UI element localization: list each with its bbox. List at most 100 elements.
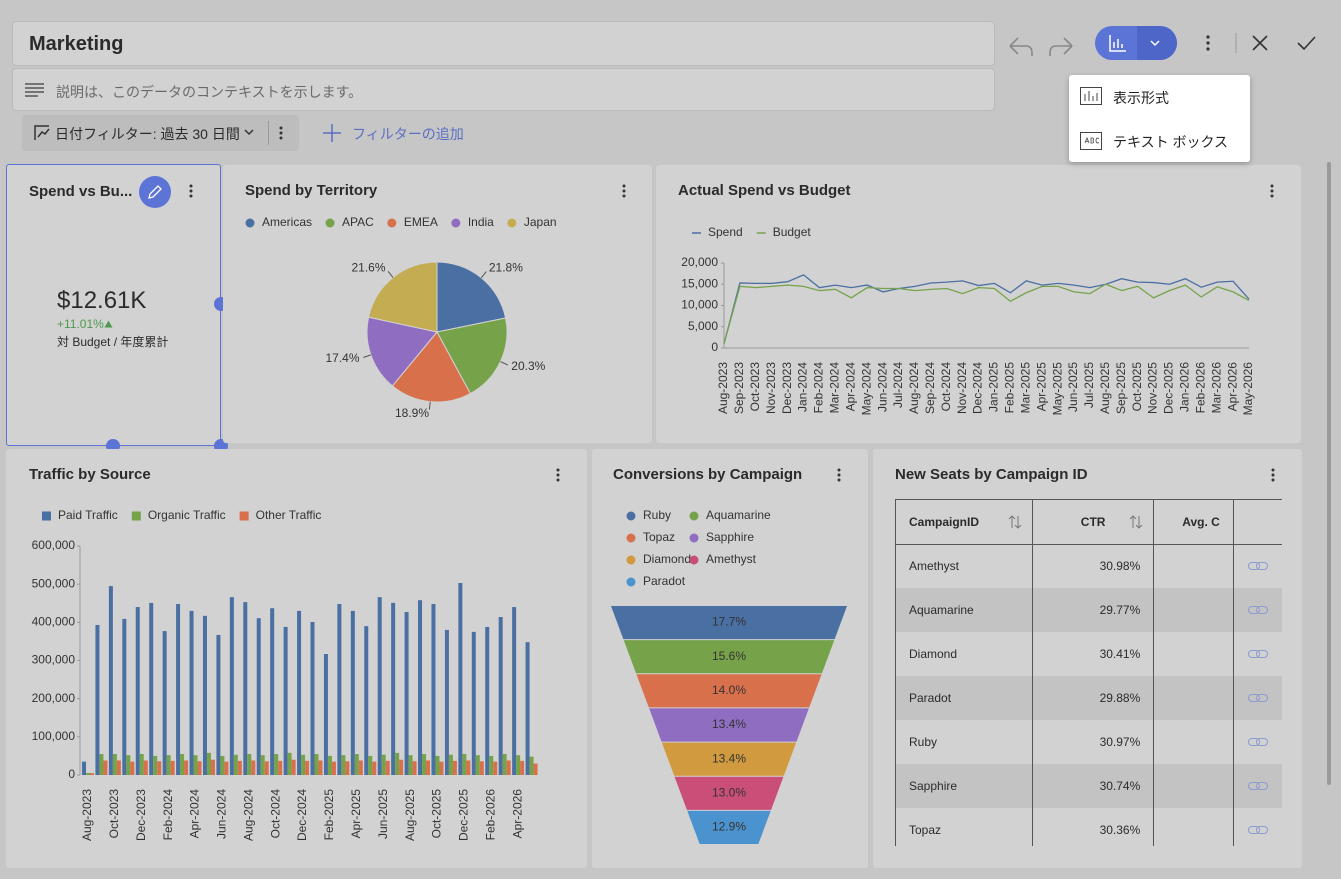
icon-dot xyxy=(556,468,560,472)
x-tick-label: Apr-2026 xyxy=(1225,362,1239,412)
scrollbar[interactable] xyxy=(1327,162,1331,785)
sort-icon[interactable] xyxy=(1008,515,1022,529)
bar xyxy=(202,615,207,775)
chevron xyxy=(1150,40,1160,47)
bar xyxy=(206,752,211,775)
bar xyxy=(99,754,104,775)
kebab[interactable] xyxy=(622,184,626,198)
legend-label: Sapphire xyxy=(706,530,754,544)
line-chart: Spend Budget 0 5,000 10,000 15,000 20,000 Aug-2… xyxy=(681,225,1255,416)
kebab-dot[interactable] xyxy=(1206,47,1210,51)
menu-item[interactable]: 表示形式 xyxy=(1113,90,1169,106)
chart-icon xyxy=(1109,35,1126,52)
bar xyxy=(237,760,242,775)
legend-swatch xyxy=(626,533,636,543)
bar xyxy=(381,754,386,775)
table-cell: 29.77% xyxy=(1032,588,1155,632)
bar xyxy=(301,754,306,775)
table-cell: 30.97% xyxy=(1032,720,1155,764)
add-icon[interactable] xyxy=(322,123,342,143)
undo[interactable] xyxy=(1009,37,1033,56)
x-tick-label: Jul-2025 xyxy=(1082,362,1096,408)
legend-swatch xyxy=(131,511,141,521)
link-icon[interactable] xyxy=(1247,650,1268,658)
kpi-card[interactable]: Spend vs Bu... $12.61K +11.01% 対 Budget … xyxy=(6,164,221,446)
table-cell xyxy=(1153,720,1234,764)
title-input[interactable]: Marketing xyxy=(12,21,995,66)
legend-swatch xyxy=(689,533,699,543)
x-tick-label: Feb-2024 xyxy=(812,362,826,414)
kebab[interactable] xyxy=(189,184,193,198)
bar xyxy=(466,760,471,775)
edit-button[interactable] xyxy=(138,175,172,209)
bar xyxy=(354,754,359,775)
table-row[interactable]: Aquamarine 29.77% xyxy=(896,588,1282,632)
table-row[interactable]: Amethyst 30.98% xyxy=(896,544,1282,588)
x-tick-label: May-2025 xyxy=(1050,362,1064,416)
table-cell: 30.98% xyxy=(1032,544,1155,588)
link-icon[interactable] xyxy=(1247,738,1268,746)
table-row[interactable]: Topaz 30.36% xyxy=(896,808,1282,846)
sort-icon[interactable] xyxy=(1129,515,1143,529)
card-title: Spend by Territory xyxy=(245,182,378,199)
table-cell xyxy=(1233,544,1282,588)
kpi-value: $12.61K xyxy=(57,287,147,314)
legend-label: Aquamarine xyxy=(706,508,771,522)
funnel-segment xyxy=(611,606,847,640)
bar xyxy=(485,626,490,775)
bar xyxy=(512,607,517,775)
triangle xyxy=(104,320,113,328)
icon-frame xyxy=(1080,87,1102,105)
kebab[interactable] xyxy=(279,126,283,140)
icon-dot xyxy=(189,189,193,193)
table-cell xyxy=(1153,764,1234,808)
x-tick-label: Dec-2024 xyxy=(971,362,985,414)
bar xyxy=(82,761,86,775)
icon-dot xyxy=(622,194,626,198)
bar xyxy=(502,754,507,775)
menu-icon xyxy=(1080,132,1102,150)
icon-part xyxy=(1255,606,1268,614)
add-filter[interactable]: フィルターの追加 xyxy=(352,126,464,142)
link-icon[interactable] xyxy=(1247,562,1268,571)
kpi-subtitle: 対 Budget / 年度累計 xyxy=(57,335,169,349)
icon-dot xyxy=(1270,184,1274,188)
table-cell: Aquamarine xyxy=(896,588,1033,632)
table-row[interactable]: Paradot 29.88% xyxy=(896,676,1282,720)
table-row[interactable]: Ruby 30.97% xyxy=(896,720,1282,764)
data-label: 13.4% xyxy=(712,751,746,765)
link-icon[interactable] xyxy=(1247,826,1268,834)
bar xyxy=(448,754,453,775)
kebab[interactable] xyxy=(1270,184,1274,198)
kebab[interactable] xyxy=(556,468,560,482)
link-icon[interactable] xyxy=(1247,782,1268,790)
table-row[interactable]: Sapphire 30.74% xyxy=(896,764,1282,808)
bar xyxy=(256,618,261,775)
x-tick-label: Jun-2024 xyxy=(875,362,889,412)
icon-path xyxy=(323,124,341,142)
redo[interactable] xyxy=(1049,37,1073,56)
menu-item[interactable]: テキスト ボックス xyxy=(1113,134,1229,150)
kebab[interactable] xyxy=(837,468,841,482)
link-icon[interactable] xyxy=(1247,606,1268,614)
date-filter-chip[interactable]: 日付フィルター: 過去 30 日間 xyxy=(22,115,299,151)
link-icon[interactable] xyxy=(1247,694,1268,702)
close[interactable] xyxy=(1252,35,1268,51)
legend-label: Other Traffic xyxy=(256,508,322,522)
kebab-dot[interactable] xyxy=(1206,41,1210,45)
pencil xyxy=(148,185,162,199)
column-header[interactable]: Avg. C xyxy=(1153,500,1234,544)
column-header[interactable]: CTR xyxy=(1032,500,1155,544)
button-bg[interactable] xyxy=(139,176,171,208)
icon-text xyxy=(1084,136,1100,144)
description-input[interactable]: 説明は、このデータのコンテキストを示します。 xyxy=(12,68,995,111)
kebab-dot[interactable] xyxy=(1206,35,1210,39)
y-tick-label: 500,000 xyxy=(32,576,76,590)
column-header[interactable]: CampaignID xyxy=(896,500,1033,544)
legend-swatch xyxy=(626,555,636,565)
confirm[interactable] xyxy=(1297,36,1316,51)
table-cell xyxy=(1153,808,1234,846)
kebab[interactable] xyxy=(1271,468,1275,482)
table-row[interactable]: Diamond 30.41% xyxy=(896,632,1282,676)
